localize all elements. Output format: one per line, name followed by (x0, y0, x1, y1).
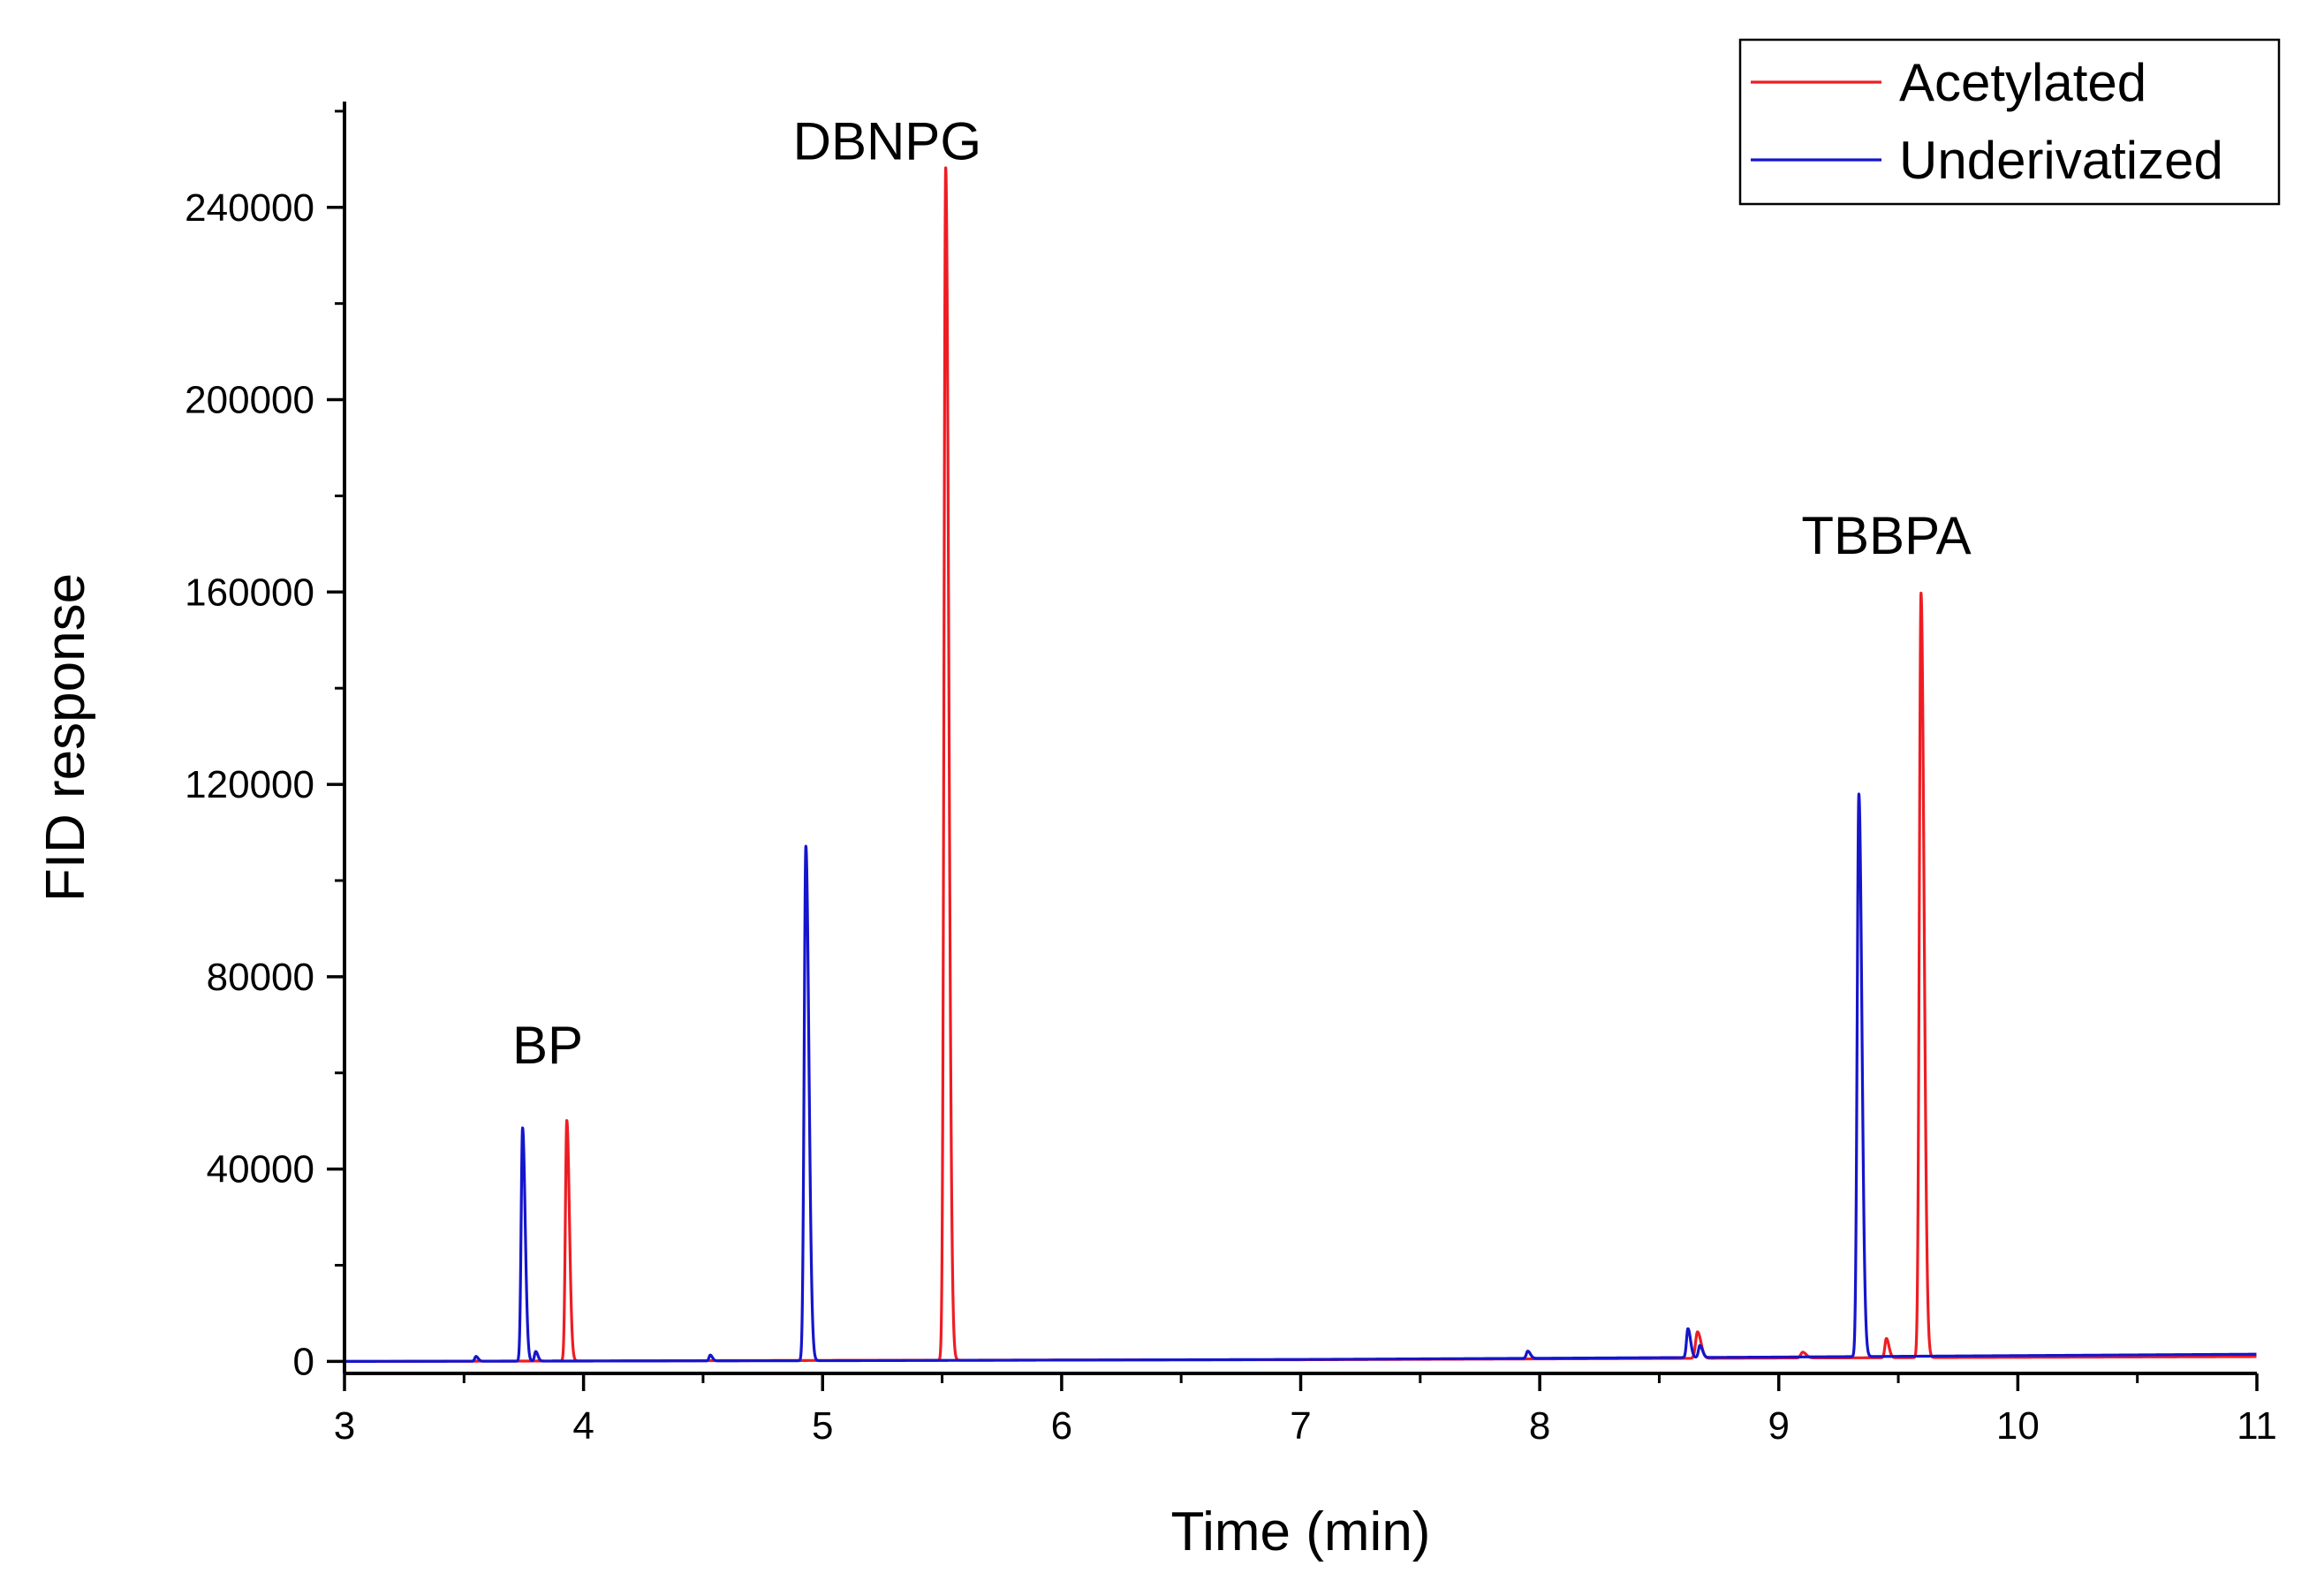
x-tick-label: 7 (1290, 1404, 1311, 1448)
x-tick-label: 3 (334, 1404, 355, 1448)
y-tick-label: 200000 (185, 379, 314, 422)
x-tick-label: 6 (1051, 1404, 1072, 1448)
x-tick-label: 8 (1529, 1404, 1550, 1448)
legend-label-acetylated: Acetylated (1899, 53, 2146, 112)
x-tick-label: 5 (812, 1404, 833, 1448)
y-tick-label: 80000 (207, 956, 314, 999)
y-tick-label: 0 (293, 1340, 314, 1383)
axes: 3 4 5 6 7 8 9 10 11 0 40000 80000 120000 160000 200000… (35, 102, 2277, 1562)
y-axis-title: FID response (35, 573, 96, 902)
legend-box (1738, 38, 2281, 206)
series-lines (343, 166, 2258, 1363)
y-tick-label: 240000 (185, 186, 314, 230)
series-line-underivatized (343, 792, 2258, 1363)
legend: Acetylated Underivatized (1738, 38, 2281, 206)
y-tick-label: 160000 (185, 571, 314, 614)
x-tick-label: 11 (2237, 1404, 2277, 1448)
annotation-dbnpg: DBNPG (793, 111, 981, 170)
x-axis-title: Time (min) (1171, 1501, 1431, 1562)
x-tick-label: 4 (572, 1404, 594, 1448)
series-line-acetylated (343, 166, 2258, 1363)
y-tick-label: 40000 (207, 1148, 314, 1191)
x-tick-label: 9 (1768, 1404, 1790, 1448)
peak-annotations: BP DBNPG TBBPA (512, 111, 1972, 1075)
legend-label-underivatized: Underivatized (1899, 131, 2223, 190)
annotation-tbbpa: TBBPA (1801, 506, 1971, 565)
x-tick-label: 10 (1996, 1404, 2040, 1448)
y-tick-label: 120000 (185, 763, 314, 806)
annotation-bp: BP (512, 1016, 583, 1075)
